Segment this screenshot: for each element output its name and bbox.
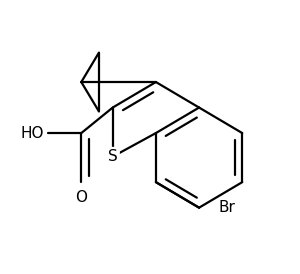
Text: S: S	[108, 149, 118, 164]
Text: HO: HO	[20, 125, 44, 141]
Text: Br: Br	[219, 200, 236, 215]
Text: O: O	[75, 190, 87, 205]
